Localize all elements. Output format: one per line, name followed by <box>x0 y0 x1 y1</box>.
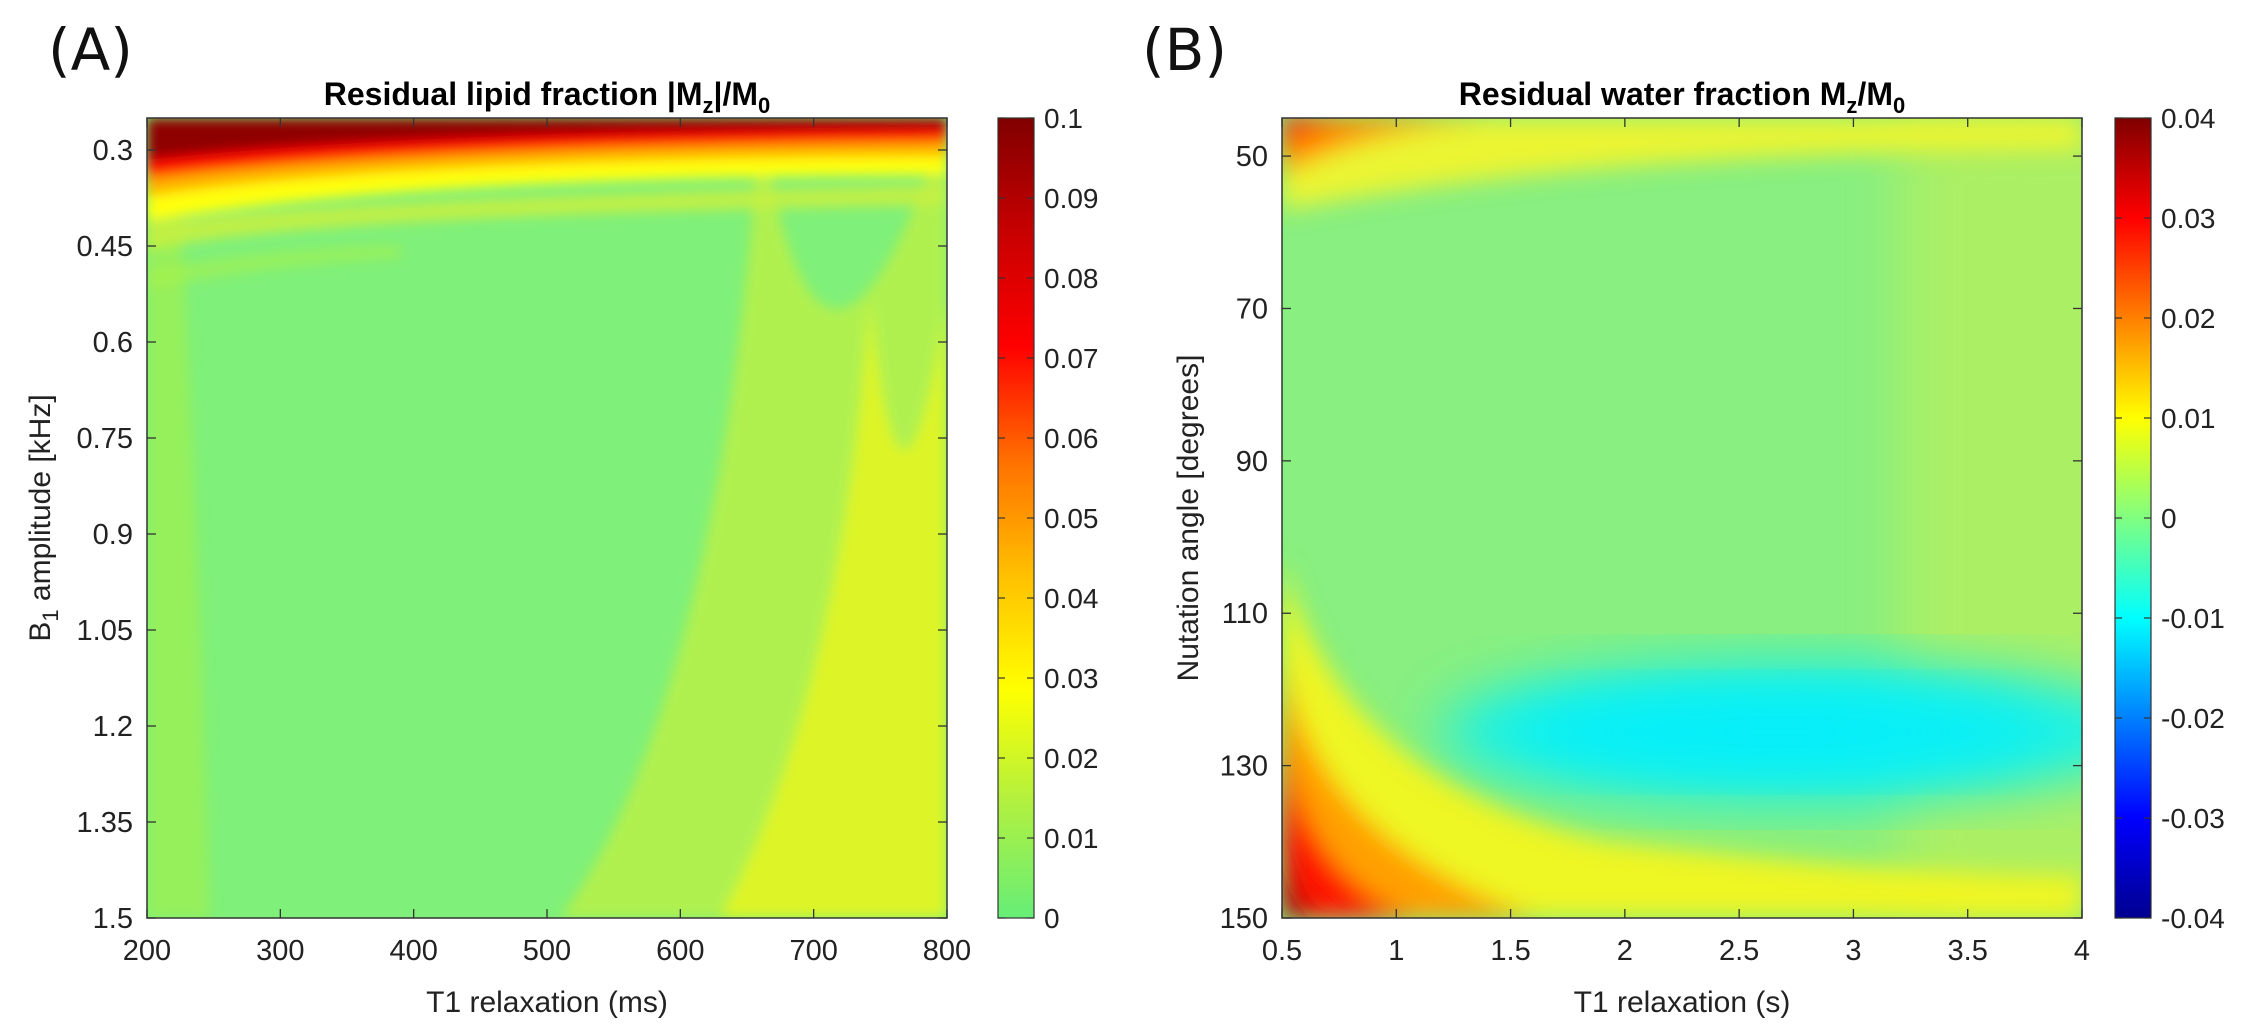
y-tick-label: 0.75 <box>77 423 133 455</box>
y-tick-label: 70 <box>1236 293 1268 325</box>
x-tick-label: 3.5 <box>1948 935 1988 967</box>
colorbar-tick-label: 0.1 <box>1044 103 1083 134</box>
panel-a-letter: (A) <box>48 16 133 84</box>
colorbar-tick-label: 0.04 <box>2161 103 2216 134</box>
colorbar-tick-label: 0.07 <box>1044 343 1099 374</box>
panel-a-ylabel: B1 amplitude [kHz] <box>24 394 63 641</box>
colorbar-tick-label: 0.01 <box>2161 403 2216 434</box>
x-tick-label: 0.5 <box>1262 935 1302 967</box>
x-tick-label: 300 <box>256 935 304 967</box>
heatmap-a-top-red <box>147 128 947 180</box>
panel-a-ylabel-post: amplitude [kHz] <box>24 394 57 609</box>
heatmap-b-features <box>1282 118 2082 918</box>
axes-b-ticks: 0.5 1 1.5 2 2.5 3 3.5 4 50 70 90 110 130 150 <box>1220 118 2090 967</box>
y-tick-label: 0.9 <box>93 519 133 551</box>
x-tick-label: 400 <box>389 935 437 967</box>
axes-b-frame <box>1281 117 2083 919</box>
x-tick-label: 1 <box>1388 935 1404 967</box>
x-tick-label: 500 <box>523 935 571 967</box>
colorbar-tick-label: 0.08 <box>1044 263 1099 294</box>
y-tick-label: 50 <box>1236 141 1268 173</box>
heatmap-a-top-yellow <box>147 156 947 222</box>
colorbar-a-ticks: 0 0.01 0.02 0.03 0.04 0.05 0.06 0.07 0.08 0.09 0.1 <box>998 103 1099 934</box>
y-tick-label: 0.6 <box>93 327 133 359</box>
panel-a-title-sub2: 0 <box>758 93 770 118</box>
colorbar-tick-label: 0.05 <box>1044 503 1099 534</box>
heatmap-b-top-yellow <box>1282 118 2082 210</box>
heatmap-a-arc1 <box>147 185 947 250</box>
x-tick-label: 200 <box>123 935 171 967</box>
heatmap-a-features <box>147 118 947 918</box>
panel-b-title-mid: /M <box>1857 76 1893 112</box>
y-tick-label: 1.35 <box>77 807 133 839</box>
x-tick-label: 700 <box>789 935 837 967</box>
panel-b-ylabel-pre: Nutation angle [degrees] <box>1172 355 1205 682</box>
y-tick-label: 90 <box>1236 446 1268 478</box>
heatmap-a <box>147 118 947 918</box>
panel-a: (A) Residual lipid fraction |Mz|/M0 2 <box>24 16 1099 1019</box>
y-tick-label: 130 <box>1220 751 1268 783</box>
panel-b-title: Residual water fraction Mz/M0 <box>1459 76 1905 118</box>
x-tick-label: 600 <box>656 935 704 967</box>
x-tick-label: 2 <box>1617 935 1633 967</box>
panel-b-title-main: Residual water fraction M <box>1459 76 1847 112</box>
heatmap-b-top-red <box>1282 118 1360 150</box>
x-tick-label: 800 <box>923 935 971 967</box>
colorbar-tick-label: 0.06 <box>1044 423 1099 454</box>
colorbar-tick-label: -0.04 <box>2161 903 2225 934</box>
axes-a-ticks: 200 300 400 500 600 700 800 0.3 0.45 0.6 0.75 0.9 1.… <box>77 118 971 967</box>
colorbar-tick-label: 0.01 <box>1044 823 1099 854</box>
panel-b-ylabel: Nutation angle [degrees] <box>1172 355 1205 682</box>
y-tick-label: 1.05 <box>77 615 133 647</box>
colorbar-tick-label: 0.09 <box>1044 183 1099 214</box>
panel-a-title-sub1: z <box>703 93 714 118</box>
panel-b-title-sub1: z <box>1846 93 1857 118</box>
y-tick-label: 0.3 <box>93 135 133 167</box>
x-tick-label: 1.5 <box>1490 935 1530 967</box>
panel-b: (B) Residual water fraction Mz/M0 0.5 1 <box>1142 16 2225 1019</box>
heatmap-a-right-yellow <box>720 300 947 918</box>
colorbar-b-ticks: -0.04 -0.03 -0.02 -0.01 0 0.01 0.02 0.03 0.04 <box>2115 103 2225 934</box>
y-tick-label: 0.45 <box>77 231 133 263</box>
colorbar-tick-label: 0.03 <box>1044 663 1099 694</box>
panel-b-letter: (B) <box>1142 16 1227 84</box>
y-tick-label: 1.5 <box>93 903 133 935</box>
heatmap-a-top-orange <box>147 142 947 198</box>
heatmap-b-bottom-yellow <box>1282 560 2082 918</box>
heatmap-b-bottom-dark <box>1282 820 1320 918</box>
panel-a-xlabel: T1 relaxation (ms) <box>426 986 668 1019</box>
heatmap-a-arc2 <box>147 245 400 290</box>
x-tick-label: 3 <box>1845 935 1861 967</box>
colorbar-tick-label: 0 <box>2161 503 2177 534</box>
colorbar-tick-label: -0.02 <box>2161 703 2225 734</box>
panel-b-title-sub2: 0 <box>1893 93 1905 118</box>
colorbar-tick-label: 0 <box>1044 903 1060 934</box>
panel-a-title-main: Residual lipid fraction |M <box>324 76 703 112</box>
heatmap-b-cyan-core <box>1520 687 2040 777</box>
heatmap-b-bottom-red <box>1282 720 1420 918</box>
y-tick-label: 1.2 <box>93 711 133 743</box>
y-tick-label: 110 <box>1222 598 1268 630</box>
colorbar-tick-label: 0.04 <box>1044 583 1099 614</box>
heatmap-a-left-band <box>147 200 210 918</box>
heatmap-b <box>1282 118 2082 918</box>
x-tick-label: 4 <box>2074 935 2090 967</box>
heatmap-b-right-tint <box>1900 118 2082 918</box>
colorbar-tick-label: 0.03 <box>2161 203 2216 234</box>
panel-a-ylabel-pre: B <box>24 622 57 642</box>
heatmap-b-top-orange <box>1282 118 1500 175</box>
colorbar-tick-label: -0.03 <box>2161 803 2225 834</box>
heatmap-b-bottom-orange <box>1282 650 1540 918</box>
colorbar-tick-label: 0.02 <box>1044 743 1099 774</box>
panel-a-ylabel-sub: 1 <box>38 609 63 621</box>
panel-b-xlabel: T1 relaxation (s) <box>1574 986 1791 1019</box>
y-tick-label: 150 <box>1220 903 1268 935</box>
colorbar-tick-label: 0.02 <box>2161 303 2216 334</box>
heatmap-a-top-dark <box>147 118 947 165</box>
panel-a-title-mid: |/M <box>714 76 759 112</box>
x-tick-label: 2.5 <box>1719 935 1759 967</box>
colorbar-tick-label: -0.01 <box>2161 603 2225 634</box>
panel-a-title: Residual lipid fraction |Mz|/M0 <box>324 76 771 118</box>
